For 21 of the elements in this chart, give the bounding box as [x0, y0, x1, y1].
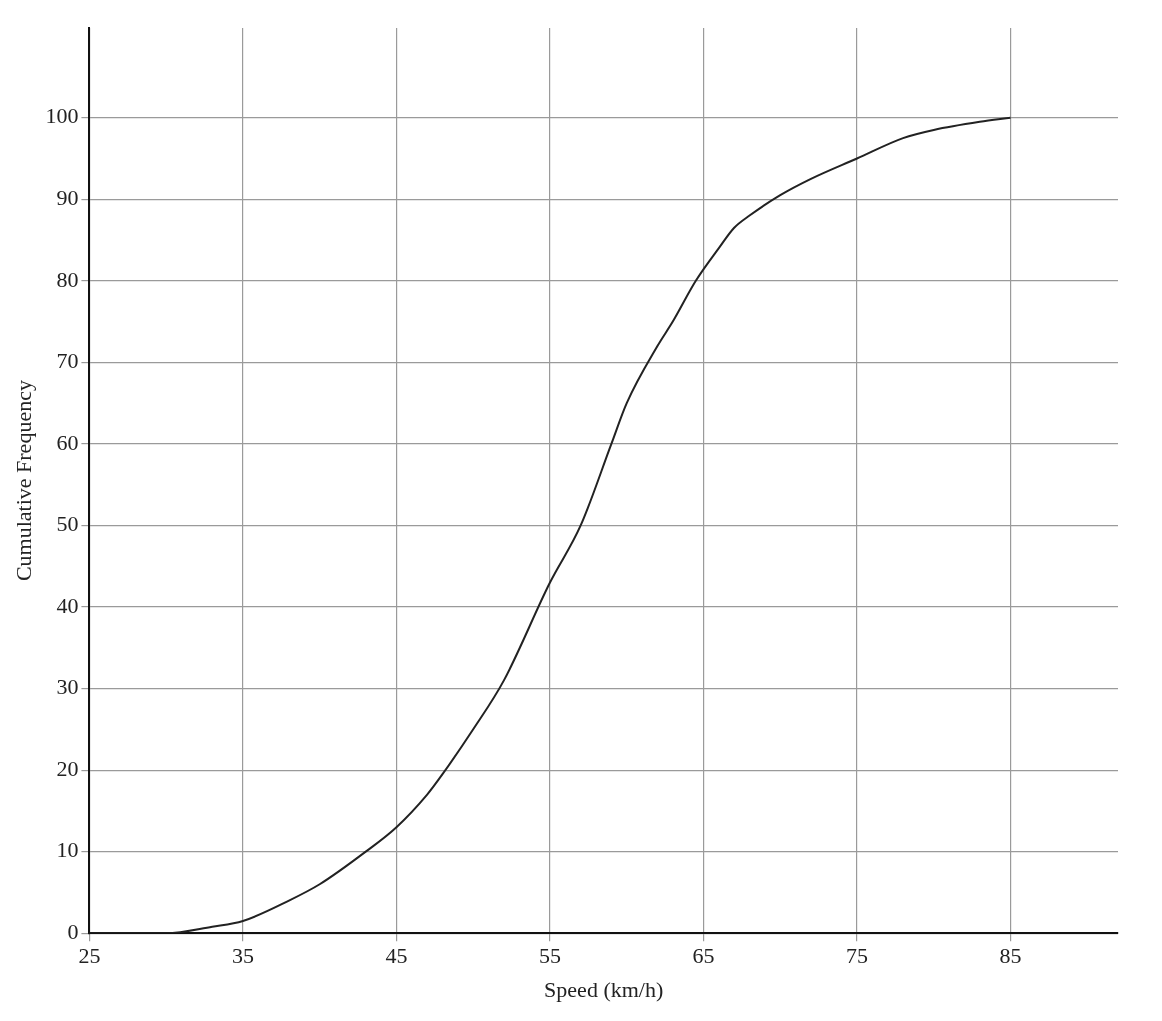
- y-tick-label: 40: [56, 592, 79, 618]
- y-tick-label: 0: [67, 918, 79, 944]
- x-tick-label: 35: [231, 943, 254, 969]
- y-tick-label: 80: [56, 266, 79, 292]
- y-tick-label: 20: [56, 755, 79, 781]
- x-tick-label: 75: [846, 943, 869, 969]
- x-tick-label: 85: [999, 943, 1022, 969]
- y-axis-title: Cumulative Frequency: [10, 380, 36, 582]
- x-tick-label: 45: [385, 943, 408, 969]
- y-tick-label: 60: [56, 429, 79, 455]
- line-series: [89, 116, 1012, 934]
- y-tick-label: 50: [56, 511, 79, 537]
- y-tick-label: 90: [56, 185, 79, 211]
- x-tick-label: 25: [78, 943, 101, 969]
- x-tick-label: 65: [692, 943, 715, 969]
- y-tick-label: 70: [56, 348, 79, 374]
- x-axis-title: Speed (km/h): [544, 976, 664, 1002]
- y-tick-label: 100: [45, 103, 79, 129]
- x-tick-label: 55: [538, 943, 561, 969]
- y-tick-label: 30: [56, 674, 79, 700]
- y-tick-label: 10: [56, 837, 79, 863]
